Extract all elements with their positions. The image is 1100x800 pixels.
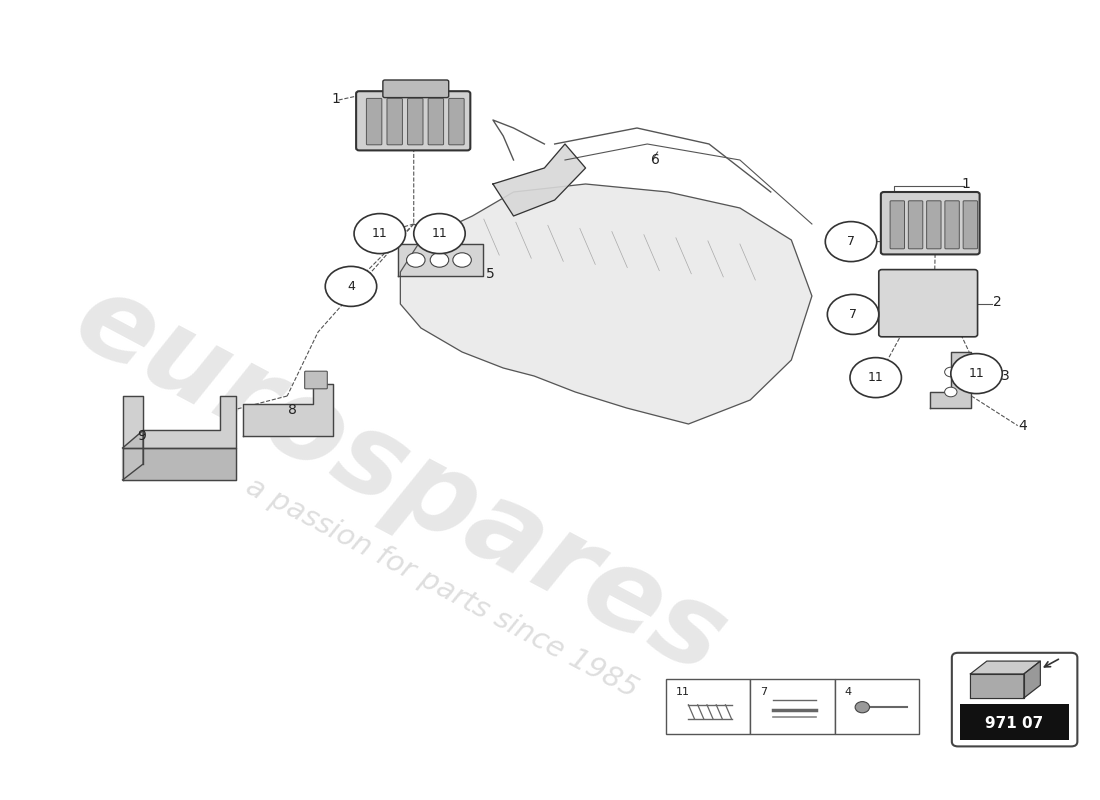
Text: 9: 9 [136, 429, 145, 443]
Polygon shape [400, 184, 812, 424]
Circle shape [945, 367, 957, 377]
Text: 6: 6 [651, 153, 660, 167]
Text: 8: 8 [288, 402, 297, 417]
Text: a passion for parts since 1985: a passion for parts since 1985 [241, 472, 642, 704]
Circle shape [855, 702, 869, 713]
FancyBboxPatch shape [835, 679, 918, 734]
Polygon shape [122, 396, 235, 448]
Polygon shape [970, 661, 1041, 674]
Polygon shape [1024, 661, 1041, 698]
FancyBboxPatch shape [408, 98, 424, 145]
Text: 4: 4 [1019, 418, 1027, 433]
Circle shape [414, 214, 465, 254]
Circle shape [453, 253, 472, 267]
Text: 4: 4 [845, 687, 853, 697]
Circle shape [430, 253, 449, 267]
FancyBboxPatch shape [909, 201, 923, 249]
Bar [960, 704, 1069, 740]
FancyBboxPatch shape [890, 201, 904, 249]
FancyBboxPatch shape [879, 270, 978, 337]
FancyBboxPatch shape [750, 679, 835, 734]
Polygon shape [931, 352, 971, 408]
FancyBboxPatch shape [926, 201, 940, 249]
Circle shape [945, 387, 957, 397]
FancyBboxPatch shape [449, 98, 464, 145]
FancyBboxPatch shape [964, 201, 978, 249]
Text: 7: 7 [760, 687, 768, 697]
Circle shape [950, 354, 1002, 394]
FancyBboxPatch shape [356, 91, 471, 150]
Text: eurospares: eurospares [56, 262, 745, 698]
Circle shape [326, 266, 376, 306]
Text: 2: 2 [992, 295, 1001, 310]
Text: 7: 7 [849, 308, 857, 321]
FancyBboxPatch shape [952, 653, 1077, 746]
Polygon shape [398, 244, 483, 276]
Polygon shape [493, 144, 585, 216]
Polygon shape [122, 448, 235, 480]
Text: 1: 1 [331, 92, 340, 106]
FancyBboxPatch shape [428, 98, 443, 145]
FancyBboxPatch shape [387, 98, 403, 145]
Text: 11: 11 [431, 227, 448, 240]
Circle shape [827, 294, 879, 334]
Text: 11: 11 [676, 687, 690, 697]
FancyBboxPatch shape [305, 371, 328, 389]
Text: 7: 7 [847, 235, 855, 248]
Circle shape [850, 358, 901, 398]
Text: 3: 3 [1001, 369, 1010, 383]
Polygon shape [970, 674, 1024, 698]
FancyBboxPatch shape [383, 80, 449, 98]
Text: 11: 11 [868, 371, 883, 384]
Text: 4: 4 [346, 280, 355, 293]
FancyBboxPatch shape [881, 192, 980, 254]
Circle shape [407, 253, 425, 267]
Text: 11: 11 [372, 227, 387, 240]
Text: 971 07: 971 07 [986, 716, 1044, 731]
Polygon shape [122, 430, 143, 480]
Text: 11: 11 [969, 367, 984, 380]
FancyBboxPatch shape [366, 98, 382, 145]
FancyBboxPatch shape [945, 201, 959, 249]
Circle shape [825, 222, 877, 262]
Text: 1: 1 [961, 177, 970, 191]
FancyBboxPatch shape [666, 679, 750, 734]
Text: 5: 5 [485, 266, 494, 281]
Polygon shape [243, 384, 333, 436]
Circle shape [354, 214, 406, 254]
